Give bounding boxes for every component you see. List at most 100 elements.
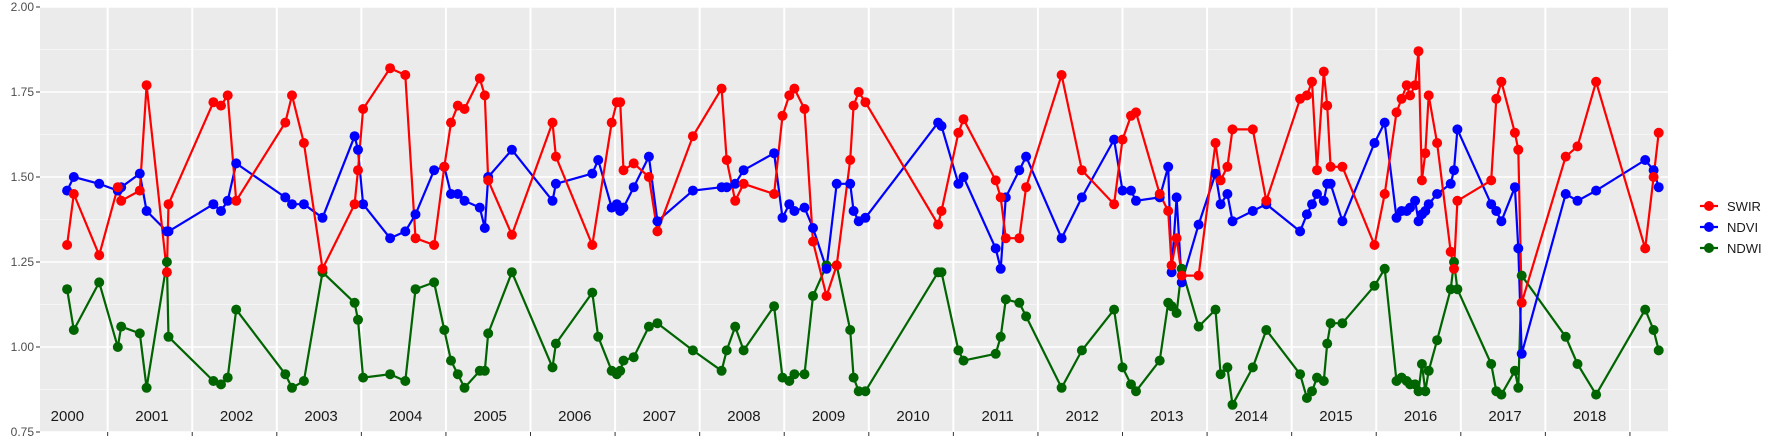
data-point-swir xyxy=(1163,206,1174,216)
data-point-ndwi xyxy=(1193,321,1204,332)
data-point-swir xyxy=(358,104,369,114)
data-point-ndwi xyxy=(1379,263,1390,274)
data-point-ndwi xyxy=(506,267,517,278)
data-point-ndvi xyxy=(652,216,663,227)
data-point-ndwi xyxy=(1369,280,1380,291)
year-label: 2017 xyxy=(1488,408,1521,425)
data-point-swir xyxy=(1227,124,1238,135)
data-point-ndwi xyxy=(628,352,639,363)
year-label: 2006 xyxy=(558,408,591,425)
data-point-ndvi xyxy=(1379,117,1390,128)
data-point-swir xyxy=(1117,134,1128,145)
legend-label-ndvi: NDVI xyxy=(1727,220,1758,235)
data-point-swir xyxy=(1496,76,1507,87)
data-point-ndwi xyxy=(784,376,795,386)
data-point-swir xyxy=(1591,76,1602,87)
data-point-ndvi xyxy=(1423,199,1434,210)
data-point-swir xyxy=(1222,161,1233,172)
data-point-ndvi xyxy=(1640,155,1651,165)
data-point-swir xyxy=(587,240,598,250)
data-point-ndvi xyxy=(208,199,219,210)
data-point-ndvi xyxy=(429,165,440,176)
data-point-ndvi xyxy=(587,168,598,179)
data-point-ndwi xyxy=(808,291,818,301)
data-point-swir xyxy=(990,175,1001,186)
data-point-ndwi xyxy=(439,325,450,335)
data-point-ndwi xyxy=(1215,369,1226,380)
data-point-ndwi xyxy=(721,345,732,356)
year-label: 2010 xyxy=(896,408,929,425)
data-point-swir xyxy=(1337,161,1348,172)
data-point-ndwi xyxy=(1513,382,1524,393)
y-tick-label: 1.00 xyxy=(11,340,35,354)
data-point-ndvi xyxy=(1301,209,1312,220)
data-point-ndvi xyxy=(280,192,291,203)
data-point-ndwi xyxy=(483,328,494,339)
data-point-ndwi xyxy=(479,365,490,376)
data-point-ndvi xyxy=(1312,189,1322,199)
data-point-ndvi xyxy=(353,144,363,155)
data-point-swir xyxy=(400,70,411,80)
data-point-ndwi xyxy=(353,314,363,325)
data-point-ndwi xyxy=(1496,389,1507,400)
data-point-ndwi xyxy=(1318,376,1329,386)
data-point-swir xyxy=(385,63,396,74)
data-point-ndvi xyxy=(1325,178,1336,189)
data-point-swir xyxy=(1193,270,1204,281)
data-point-swir xyxy=(652,226,663,237)
data-point-ndvi xyxy=(738,165,749,176)
data-point-ndvi xyxy=(784,199,795,210)
data-point-ndwi xyxy=(860,386,871,397)
data-point-ndwi xyxy=(593,331,604,342)
year-label: 2002 xyxy=(220,408,253,425)
data-point-swir xyxy=(933,219,944,230)
y-tick-label: 1.50 xyxy=(11,170,35,184)
data-point-swir xyxy=(821,291,832,301)
data-point-swir xyxy=(1210,138,1221,148)
data-point-ndwi xyxy=(1222,362,1233,373)
data-point-ndvi xyxy=(1369,138,1380,148)
data-point-ndvi xyxy=(1449,165,1459,176)
data-point-ndwi xyxy=(385,369,396,380)
data-point-ndwi xyxy=(845,325,856,335)
data-point-swir xyxy=(738,178,749,189)
data-point-swir xyxy=(1000,233,1011,244)
data-point-ndwi xyxy=(1171,308,1182,318)
data-point-ndvi xyxy=(452,189,463,199)
data-point-ndwi xyxy=(848,372,859,383)
data-point-ndwi xyxy=(62,284,73,295)
data-point-ndvi xyxy=(1410,195,1421,206)
data-point-ndvi xyxy=(287,199,297,210)
data-point-ndwi xyxy=(134,328,145,339)
data-point-ndwi xyxy=(958,355,969,366)
data-point-swir xyxy=(112,182,123,193)
data-point-ndvi xyxy=(1307,199,1317,210)
data-point-ndwi xyxy=(1337,318,1348,329)
data-point-swir xyxy=(721,155,732,165)
data-point-ndwi xyxy=(1572,359,1583,369)
data-point-ndwi xyxy=(410,284,421,295)
data-point-ndvi xyxy=(1014,165,1025,176)
data-point-swir xyxy=(1325,161,1336,172)
data-point-swir xyxy=(1640,243,1651,254)
legend-key-point xyxy=(1704,222,1714,232)
data-point-swir xyxy=(280,117,291,128)
data-point-ndwi xyxy=(280,369,291,380)
data-point-swir xyxy=(853,87,864,97)
data-point-swir xyxy=(1401,80,1412,91)
data-point-ndvi xyxy=(459,195,470,206)
data-point-swir xyxy=(1449,263,1459,274)
data-point-swir xyxy=(1379,189,1390,199)
data-point-ndvi xyxy=(141,206,152,216)
data-point-ndvi xyxy=(953,178,964,189)
data-point-ndwi xyxy=(1154,355,1165,366)
data-point-ndvi xyxy=(1591,185,1602,196)
data-point-swir xyxy=(1215,175,1226,186)
data-point-ndwi xyxy=(1509,365,1520,376)
data-point-swir xyxy=(1322,100,1333,111)
data-point-swir xyxy=(1312,165,1322,176)
data-point-ndvi xyxy=(618,202,629,213)
data-point-ndwi xyxy=(587,287,598,298)
data-point-ndvi xyxy=(1337,216,1348,227)
data-point-ndwi xyxy=(1301,393,1312,403)
